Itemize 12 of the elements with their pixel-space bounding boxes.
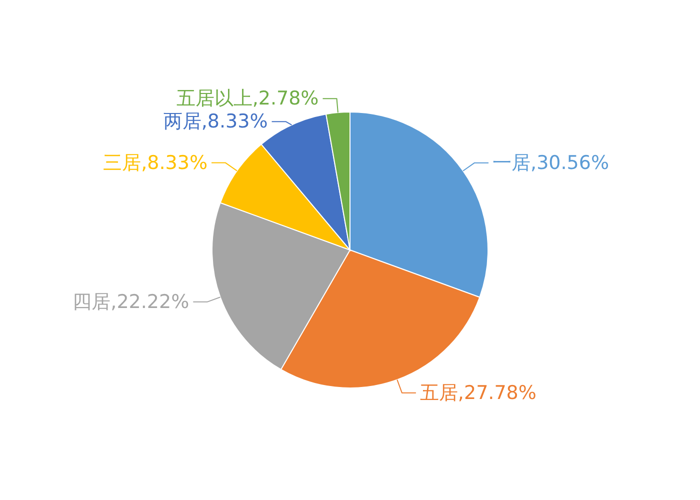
data-label: ,22.22% (110, 290, 190, 313)
slice-label: 五居以上 (176, 88, 252, 110)
data-label: ,8.33% (141, 152, 208, 174)
data-label: ,8.33% (201, 110, 268, 133)
slice-label: 五居 (420, 382, 458, 404)
slice-label: 三居 (103, 152, 142, 174)
data-label: ,2.78% (252, 88, 319, 110)
slice-label: 一居 (492, 152, 531, 174)
data-label: ,30.56% (530, 152, 610, 174)
slice-label: 四居 (72, 290, 111, 313)
slice-label: 两居 (163, 110, 202, 133)
data-label: ,27.78% (458, 382, 536, 404)
